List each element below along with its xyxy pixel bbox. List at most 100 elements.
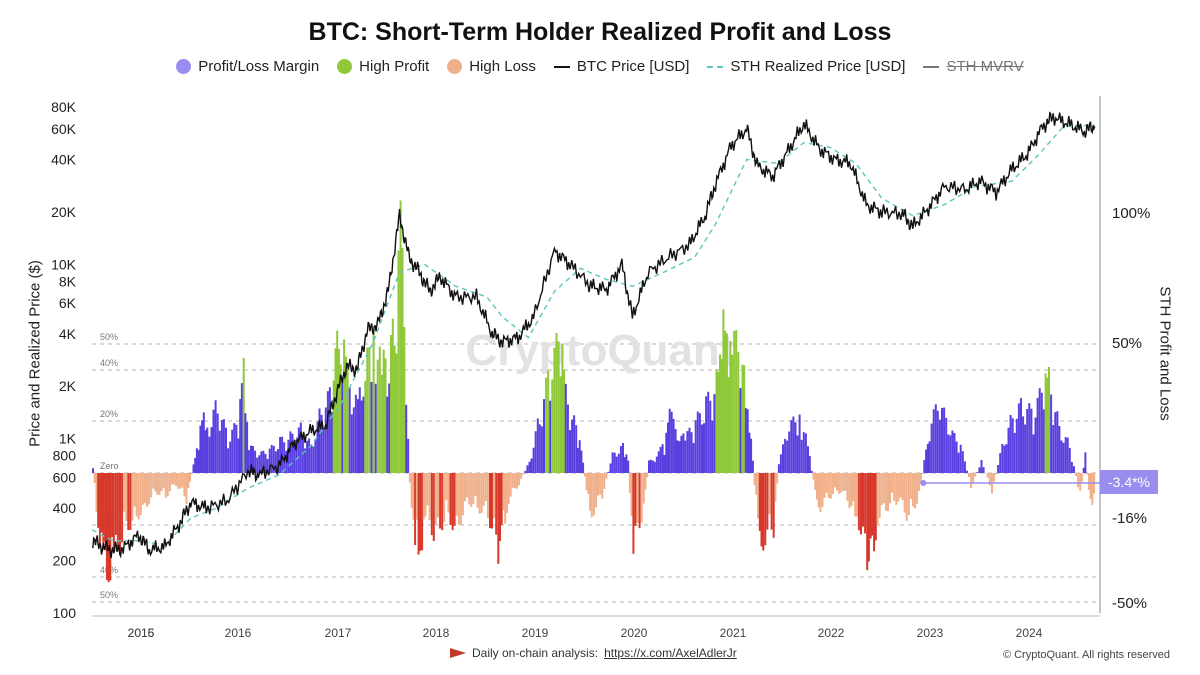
- margin-bar: [350, 414, 353, 473]
- footer-link[interactable]: https://x.com/AxelAdlerJr: [604, 646, 737, 660]
- margin-bar: [812, 473, 815, 480]
- margin-bar: [242, 357, 245, 473]
- margin-bar: [850, 473, 853, 507]
- margin-bar: [1020, 398, 1022, 473]
- margin-bar: [123, 473, 126, 512]
- margin-bar: [627, 460, 630, 473]
- margin-bar: [412, 473, 415, 520]
- current-value-dot: [920, 480, 927, 486]
- margin-bar: [222, 419, 225, 473]
- margin-bar: [798, 414, 801, 473]
- margin-bar: [343, 339, 346, 473]
- margin-bar: [932, 409, 935, 473]
- margin-bar: [792, 416, 795, 473]
- margin-bar: [751, 460, 754, 473]
- margin-bar: [897, 473, 900, 502]
- margin-bar: [175, 473, 178, 486]
- margin-bar: [869, 473, 872, 539]
- margin-bar: [582, 462, 585, 473]
- margin-bar: [646, 473, 649, 478]
- margin-bar: [127, 473, 130, 531]
- margin-bar: [665, 432, 668, 473]
- y-left-tick-label: 1K: [59, 431, 77, 447]
- margin-bar: [925, 449, 928, 473]
- margin-bar: [1026, 409, 1029, 473]
- legend-item[interactable]: Profit/Loss Margin: [176, 58, 319, 75]
- margin-bar: [895, 473, 898, 505]
- margin-bar: [1042, 409, 1045, 473]
- y-right-tick-label: 100%: [1112, 205, 1150, 222]
- margin-bar: [1075, 473, 1078, 476]
- margin-bar: [854, 473, 857, 517]
- margin-bar: [911, 473, 914, 507]
- margin-bar: [729, 341, 732, 473]
- margin-bar: [417, 473, 420, 555]
- margin-bar: [984, 473, 987, 474]
- margin-bar: [779, 454, 782, 473]
- margin-bar: [336, 330, 339, 473]
- margin-bar: [513, 473, 516, 489]
- margin-bar: [382, 349, 385, 473]
- margin-bar: [421, 473, 424, 551]
- margin-bar: [210, 427, 213, 473]
- legend-item[interactable]: STH MVRV: [923, 58, 1024, 75]
- margin-bar: [814, 473, 817, 490]
- margin-bar: [158, 473, 161, 495]
- footer-note: Daily on-chain analysis: https://x.com/A…: [450, 646, 737, 660]
- margin-bar: [524, 470, 527, 473]
- margin-bar: [986, 473, 989, 478]
- margin-bar: [262, 450, 265, 473]
- margin-bar: [959, 444, 962, 473]
- margin-bar: [557, 341, 560, 473]
- margin-bar: [943, 407, 946, 473]
- margin-bar: [705, 396, 708, 473]
- margin-bar: [173, 473, 176, 485]
- legend-item[interactable]: High Loss: [447, 58, 536, 75]
- margin-bar: [547, 370, 550, 473]
- margin-bar: [880, 473, 883, 506]
- y-axis-left-title: Price and Realized Price ($): [26, 260, 44, 447]
- margin-bar: [776, 473, 779, 484]
- margin-bar: [1060, 440, 1063, 473]
- margin-bar: [374, 383, 377, 473]
- margin-bar: [326, 391, 329, 473]
- x-tick-label: 2016: [128, 626, 155, 640]
- margin-bar: [449, 473, 452, 525]
- margin-bar: [764, 473, 767, 546]
- margin-bar: [474, 473, 477, 497]
- margin-bar: [220, 420, 223, 473]
- margin-bar: [589, 473, 592, 511]
- legend-item[interactable]: High Profit: [337, 58, 429, 75]
- margin-bar: [605, 473, 608, 479]
- margin-bar: [823, 473, 826, 498]
- legend-item[interactable]: STH Realized Price [USD]: [707, 58, 905, 75]
- margin-bar: [166, 473, 169, 497]
- margin-bar: [1082, 467, 1085, 473]
- margin-bar: [874, 473, 877, 541]
- margin-bar: [821, 473, 824, 508]
- margin-bar: [848, 473, 851, 509]
- x-tick-label: 2015: [128, 626, 155, 640]
- margin-bar: [807, 446, 809, 473]
- margin-bar: [297, 427, 300, 473]
- x-tick-label: 2018: [423, 626, 450, 640]
- margin-bar: [619, 446, 622, 473]
- margin-bar: [873, 473, 876, 552]
- margin-bar: [1032, 434, 1035, 473]
- margin-bar: [857, 473, 860, 531]
- band-label: 50%: [100, 590, 118, 600]
- margin-bar: [1080, 473, 1083, 482]
- margin-bar: [208, 436, 211, 473]
- margin-bar: [538, 424, 541, 473]
- legend-label: High Profit: [359, 58, 430, 75]
- margin-bar: [573, 415, 576, 473]
- margin-bar: [1038, 388, 1041, 473]
- margin-bar: [386, 396, 389, 473]
- margin-bar: [244, 413, 247, 473]
- margin-bar: [636, 473, 639, 523]
- margin-bar: [1013, 432, 1016, 473]
- margin-bar: [755, 473, 758, 495]
- margin-bar: [816, 473, 818, 500]
- margin-bar: [212, 409, 215, 473]
- legend-item[interactable]: BTC Price [USD]: [553, 58, 689, 75]
